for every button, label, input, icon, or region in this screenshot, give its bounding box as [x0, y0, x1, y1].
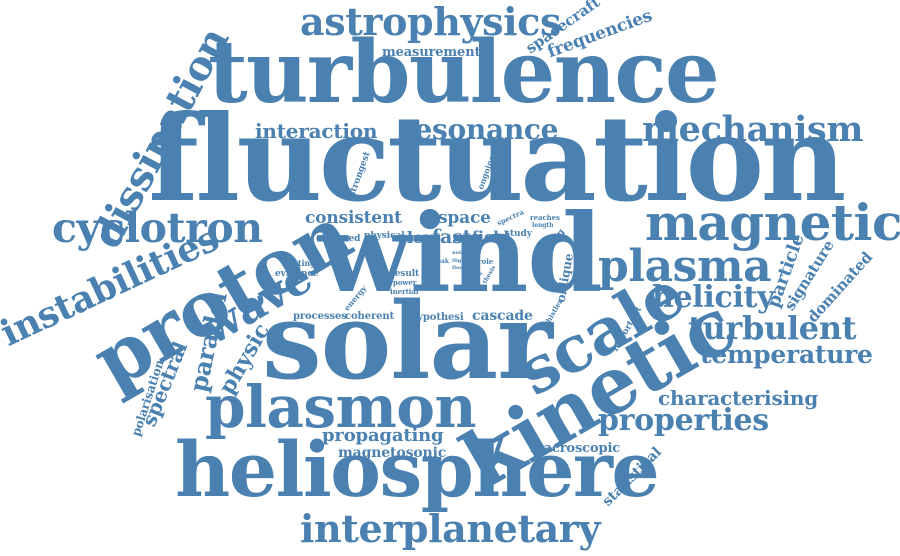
word-power: power: [393, 278, 417, 287]
word-slow: slow: [398, 228, 437, 247]
word-astrophysics: astrophysics: [300, 0, 562, 44]
word-field: field: [472, 228, 510, 246]
word-time: time: [470, 271, 483, 277]
word-observed: observed: [316, 234, 361, 244]
word-reaches: reaches: [530, 213, 560, 222]
word-turbulence: turbulence: [208, 22, 720, 123]
word-characterising: characterising: [658, 386, 819, 410]
word-evidence: evidence: [275, 269, 319, 279]
word-space: space: [438, 208, 491, 228]
word-plasma: plasma: [598, 241, 772, 292]
word-role: role: [478, 257, 494, 266]
word-magnetic: magnetic: [645, 193, 900, 252]
word-propagating: propagating: [322, 425, 444, 446]
word-heliosphere: heliosphere: [175, 425, 660, 514]
word-noise: noise: [452, 250, 467, 256]
word-cyclotron: cyclotron: [52, 204, 263, 252]
word-physical: physical: [364, 231, 405, 241]
word-interaction: interaction: [255, 119, 378, 143]
word-floor: floor: [452, 265, 466, 271]
word-plasmon: plasmon: [205, 373, 477, 441]
word-processes: processes: [293, 311, 347, 322]
word-wind: wind: [318, 191, 603, 317]
word-coherent: coherent: [345, 311, 395, 322]
word-mechanism: mechanism: [642, 109, 864, 150]
word-heating: heating: [282, 258, 316, 268]
word-hypothesi: hypothesi: [410, 312, 464, 323]
word-break: break: [430, 258, 449, 265]
word-fast: fast: [432, 226, 472, 248]
word-temperature: temperature: [700, 340, 873, 369]
word-resonance: resonance: [400, 113, 559, 146]
word-macroscopic: macroscopic: [530, 441, 621, 456]
word-fluctuation: fluctuation: [148, 89, 846, 228]
word-flight: flight: [452, 258, 468, 264]
word-turbulent: turbulent: [688, 309, 857, 347]
word-inertial: inertial: [390, 287, 419, 296]
word-magnetosonic: magnetosonic: [338, 445, 447, 461]
word-measurement: measurement: [382, 45, 481, 60]
word-cascade: cascade: [472, 308, 533, 324]
word-consistent: consistent: [305, 208, 402, 228]
word-result: result: [390, 269, 420, 279]
word-helicity: helicity: [652, 280, 775, 315]
word-length: length: [532, 222, 554, 229]
word-interplanetary: interplanetary: [300, 506, 601, 551]
word-solar: solar: [262, 278, 553, 403]
word-study: study: [505, 229, 532, 239]
word-properties: properties: [598, 403, 769, 438]
